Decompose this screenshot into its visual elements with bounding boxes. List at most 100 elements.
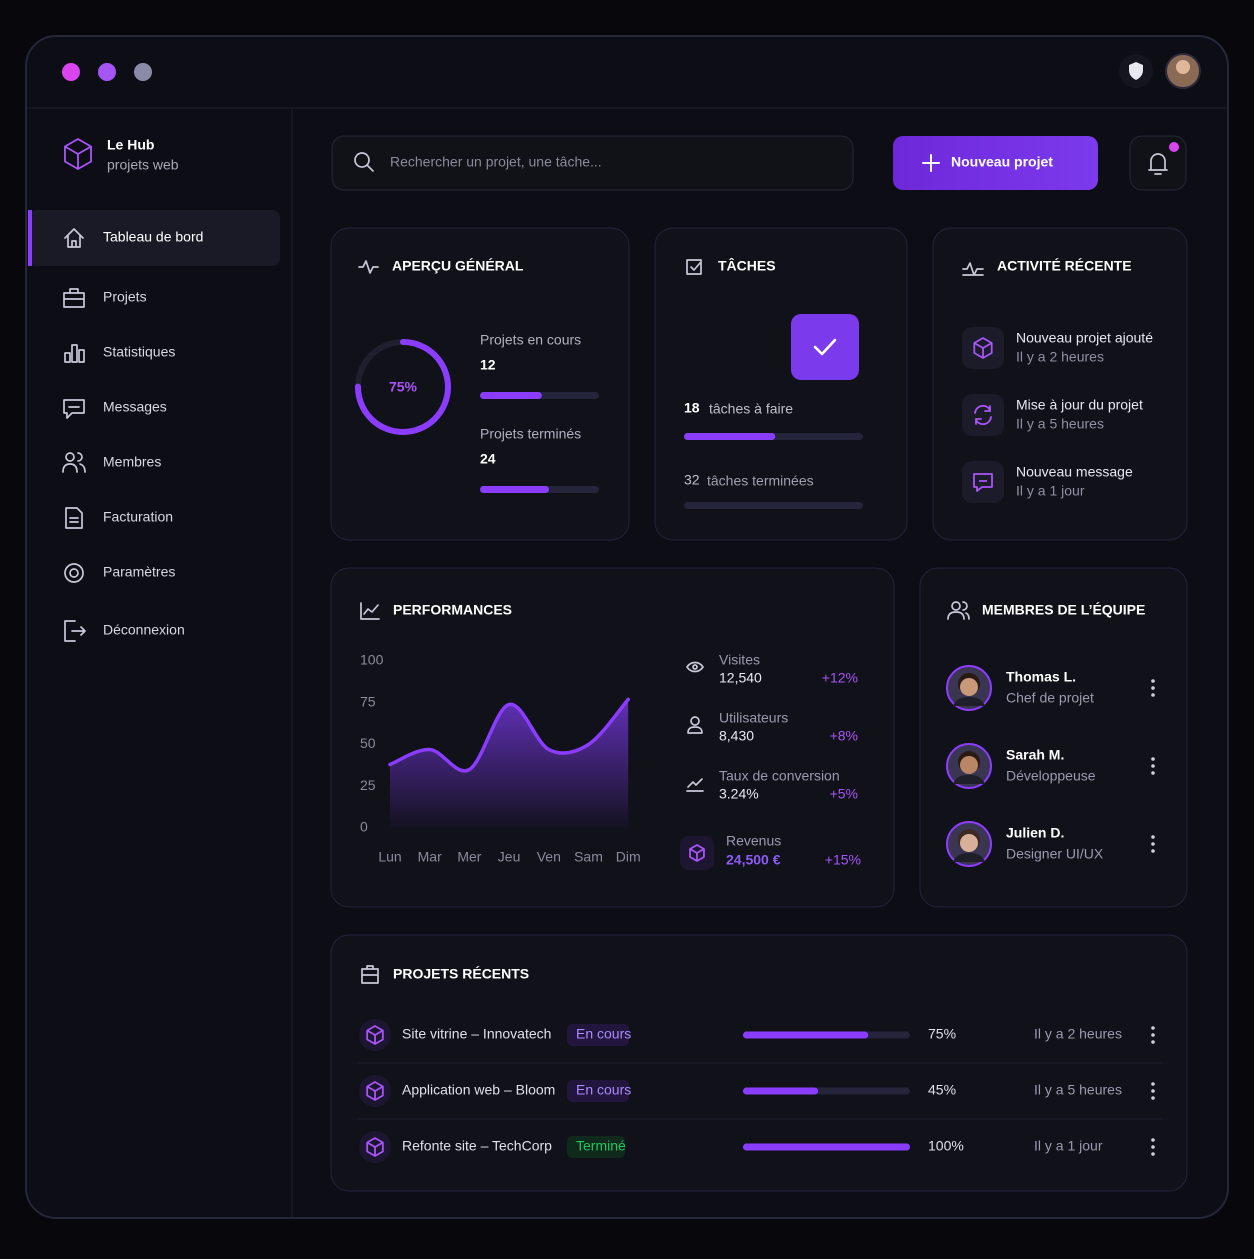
new-project-button[interactable] [893, 136, 1098, 190]
shield-icon [1129, 62, 1143, 80]
dot [1151, 1033, 1155, 1037]
y-tick-label: 75 [360, 693, 376, 709]
activity-icon-bg [962, 394, 1004, 436]
nav-icon [64, 563, 84, 583]
cube-icon [64, 138, 92, 170]
activity-title: Nouveau projet ajouté [1016, 330, 1153, 346]
card-title: ACTIVITÉ RÉCENTE [997, 258, 1132, 274]
dot [1151, 1089, 1155, 1093]
dot [1151, 771, 1155, 775]
nav-icon [64, 620, 86, 642]
progress-label: 100% [928, 1138, 964, 1154]
avatar-body [953, 775, 985, 784]
card-title: PROJETS RÉCENTS [393, 966, 529, 982]
task-label: tâches terminées [707, 473, 814, 489]
x-tick-label: Mer [457, 849, 481, 865]
nav-label: Membres [103, 454, 161, 470]
more-button[interactable] [1151, 1026, 1155, 1044]
dot [1151, 764, 1155, 768]
dot [1151, 1152, 1155, 1156]
status-pill [567, 1136, 625, 1158]
search-icon [354, 152, 374, 172]
stat-label: Visites [719, 652, 760, 668]
x-tick-label: Jeu [498, 849, 521, 865]
section-icon [361, 965, 379, 984]
more-button[interactable] [1151, 1082, 1155, 1100]
y-tick-label: 100 [360, 652, 384, 668]
y-tick-label: 0 [360, 819, 368, 835]
nav-active-bg [28, 210, 280, 266]
card-title: MEMBRES DE L’ÉQUIPE [982, 602, 1145, 618]
member-name: Thomas L. [1006, 669, 1076, 685]
section-icon [686, 259, 702, 275]
dot [1151, 842, 1155, 846]
brand-name: Le Hub [107, 137, 154, 153]
stat-value: 12 [480, 357, 496, 373]
more-button[interactable] [1151, 835, 1155, 853]
dot [1151, 1138, 1155, 1142]
y-tick-label: 25 [360, 777, 376, 793]
button-label: Nouveau projet [951, 154, 1053, 170]
stat-value: 3.24% [719, 786, 759, 802]
stat-label: Utilisateurs [719, 710, 788, 726]
project-name: Site vitrine – Innovatech [402, 1026, 551, 1042]
stat-value: 8,430 [719, 728, 754, 744]
more-button[interactable] [1151, 757, 1155, 775]
section-icon [358, 260, 379, 274]
area-fill [390, 699, 629, 828]
dot [1151, 835, 1155, 839]
project-name: Application web – Bloom [402, 1082, 555, 1098]
activity-title: Mise à jour du projet [1016, 397, 1143, 413]
nav-icon [62, 452, 86, 473]
window-dot [98, 63, 116, 81]
notification-dot [1169, 142, 1179, 152]
window-dot [134, 63, 152, 81]
project-time: Il y a 1 jour [1034, 1138, 1103, 1154]
card [330, 227, 630, 541]
cube-icon [366, 1025, 384, 1045]
section-icon [947, 601, 970, 620]
dot [1151, 693, 1155, 697]
section-icon [962, 262, 984, 276]
nav-label: Messages [103, 399, 167, 415]
nav-label: Facturation [103, 509, 173, 525]
x-tick-label: Lun [378, 849, 401, 865]
plus-icon [922, 154, 940, 172]
bell-icon [1148, 153, 1168, 175]
stat-change: +15% [825, 852, 861, 868]
task-label: tâches à faire [709, 401, 793, 417]
status-label: En cours [576, 1082, 631, 1098]
nav-item[interactable] [40, 274, 280, 322]
nav-label: Tableau de bord [103, 229, 203, 245]
search-box[interactable] [331, 135, 854, 191]
dot [1151, 1026, 1155, 1030]
progress-fill [480, 392, 542, 399]
section-icon [360, 602, 380, 620]
sync-icon [974, 404, 992, 426]
nav-icon [63, 399, 85, 419]
y-tick-label: 50 [360, 735, 376, 751]
dot [1151, 1096, 1155, 1100]
message-icon [973, 473, 993, 492]
stat-change: +8% [830, 728, 858, 744]
card-title: APERÇU GÉNÉRAL [392, 258, 524, 274]
more-button[interactable] [1151, 679, 1155, 697]
nav-label: Projets [103, 289, 147, 305]
more-button[interactable] [1151, 1138, 1155, 1156]
dot [1151, 757, 1155, 761]
stat-icon [686, 661, 704, 673]
nav-icon [63, 288, 85, 308]
status-label: En cours [576, 1026, 631, 1042]
progress-fill [480, 486, 550, 493]
dot [1151, 686, 1155, 690]
project-time: Il y a 5 heures [1034, 1082, 1122, 1098]
dot [1151, 1145, 1155, 1149]
stat-change: +12% [822, 670, 858, 686]
project-name: Refonte site – TechCorp [402, 1138, 552, 1154]
status-label: Terminé [576, 1138, 626, 1154]
ring-label: 75% [389, 379, 418, 395]
line [388, 697, 630, 773]
dot [1151, 1040, 1155, 1044]
activity-icon-bg [962, 461, 1004, 503]
